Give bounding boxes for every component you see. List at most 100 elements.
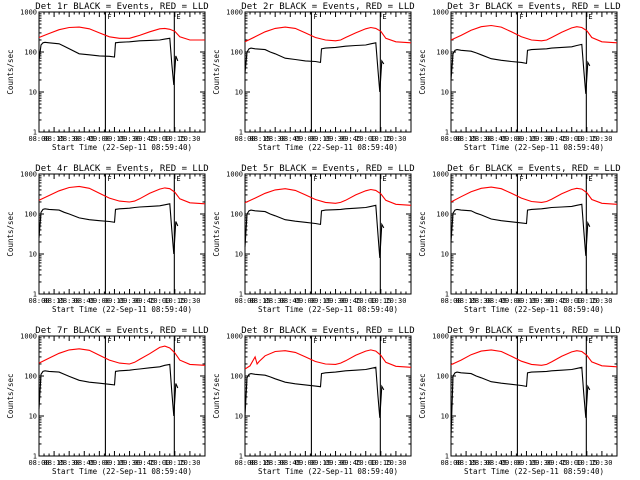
- x-tick-label: 08:45: [74, 135, 95, 143]
- y-axis-label: Counts/sec: [212, 49, 221, 94]
- x-tick-label: 08:45: [486, 459, 507, 467]
- x-tick-label: 08:30: [265, 459, 286, 467]
- x-axis-label: Start Time (22-Sep-11 08:59:40): [52, 305, 192, 314]
- plot-frame: [38, 335, 206, 457]
- panel-title: Det 9r BLACK = Events, RED = LLD: [447, 326, 620, 336]
- x-tick-label: 08:15: [250, 297, 271, 305]
- y-tick-label: 100: [24, 211, 37, 219]
- panel-title: Det 2r BLACK = Events, RED = LLD: [241, 2, 414, 12]
- x-tick-label: 10:30: [591, 459, 612, 467]
- x-tick-label: 08:00: [440, 297, 461, 305]
- y-tick-label: 10: [29, 251, 37, 259]
- y-tick-label: 1: [33, 291, 37, 299]
- series-lld-line: [244, 188, 412, 206]
- y-tick-label: 1000: [226, 9, 243, 17]
- y-tick-label: 1000: [20, 9, 37, 17]
- x-tick-label: 09:15: [104, 459, 125, 467]
- x-tick-label: 09:00: [295, 297, 316, 305]
- x-tick-label: 10:15: [164, 297, 185, 305]
- series-events-line: [244, 366, 385, 418]
- y-tick-label: 1000: [432, 333, 449, 341]
- x-tick-label: 09:00: [295, 135, 316, 143]
- series-lld-line: [450, 349, 618, 368]
- series-events-line: [244, 204, 385, 258]
- x-tick-label: 10:30: [591, 297, 612, 305]
- x-tick-label: 08:30: [471, 459, 492, 467]
- y-tick-label: 100: [436, 211, 449, 219]
- x-axis-label: Start Time (22-Sep-11 08:59:40): [464, 305, 604, 314]
- x-tick-label: 10:15: [164, 459, 185, 467]
- x-tick-label: 09:15: [310, 459, 331, 467]
- series-events-line: [38, 203, 179, 255]
- x-tick-label: 09:15: [516, 297, 537, 305]
- panel-det-8: Det 8r BLACK = Events, RED = LLD 1 10 100 10…: [212, 326, 415, 476]
- x-axis-label: Start Time (22-Sep-11 08:59:40): [258, 143, 398, 152]
- x-tick-label: 08:00: [234, 297, 255, 305]
- x-tick-label: 09:45: [340, 297, 361, 305]
- x-tick-label: 08:45: [74, 297, 95, 305]
- marker-label: F: [107, 13, 111, 21]
- x-tick-label: 08:30: [265, 297, 286, 305]
- x-tick-label: 09:45: [340, 135, 361, 143]
- x-tick-label: 09:30: [119, 459, 140, 467]
- marker-label: E: [176, 13, 180, 21]
- y-tick-label: 1: [239, 453, 243, 461]
- y-tick-label: 10: [29, 413, 37, 421]
- x-axis-label: Start Time (22-Sep-11 08:59:40): [464, 143, 604, 152]
- x-tick-label: 10:30: [179, 297, 200, 305]
- plot-frame: [38, 173, 206, 295]
- panel-det-2: Det 2r BLACK = Events, RED = LLD 1 10 100 10…: [212, 2, 415, 152]
- x-tick-label: 10:30: [179, 135, 200, 143]
- x-tick-label: 09:30: [325, 459, 346, 467]
- y-tick-label: 1: [239, 291, 243, 299]
- y-tick-label: 10: [441, 413, 449, 421]
- panel-title: Det 1r BLACK = Events, RED = LLD: [35, 2, 208, 12]
- y-tick-label: 100: [230, 49, 243, 57]
- marker-label: F: [107, 337, 111, 345]
- x-tick-label: 08:45: [74, 459, 95, 467]
- marker-label: F: [313, 337, 317, 345]
- x-tick-label: 10:00: [561, 135, 582, 143]
- x-tick-label: 08:45: [486, 135, 507, 143]
- x-axis-label: Start Time (22-Sep-11 08:59:40): [258, 305, 398, 314]
- y-axis-label: Counts/sec: [6, 373, 15, 418]
- panel-title: Det 8r BLACK = Events, RED = LLD: [241, 326, 414, 336]
- x-tick-label: 09:00: [89, 459, 110, 467]
- marker-label: E: [176, 175, 180, 183]
- y-tick-label: 1: [445, 129, 449, 137]
- x-tick-label: 08:30: [471, 297, 492, 305]
- y-tick-label: 10: [235, 413, 243, 421]
- x-tick-label: 08:00: [440, 459, 461, 467]
- y-tick-label: 1: [33, 129, 37, 137]
- x-tick-label: 09:45: [546, 135, 567, 143]
- x-tick-label: 10:00: [149, 459, 170, 467]
- y-tick-label: 10: [235, 251, 243, 259]
- x-tick-label: 08:15: [44, 135, 65, 143]
- y-tick-label: 100: [24, 373, 37, 381]
- x-tick-label: 08:30: [471, 135, 492, 143]
- series-lld-line: [244, 349, 412, 370]
- series-lld-line: [38, 345, 206, 366]
- marker-label: E: [176, 337, 180, 345]
- x-tick-label: 08:15: [456, 135, 477, 143]
- x-tick-label: 08:45: [280, 135, 301, 143]
- x-tick-label: 10:15: [576, 297, 597, 305]
- x-tick-label: 09:30: [325, 135, 346, 143]
- x-tick-label: 09:15: [516, 459, 537, 467]
- x-tick-label: 08:15: [44, 459, 65, 467]
- plot-frame: [244, 173, 412, 295]
- x-tick-label: 10:15: [164, 135, 185, 143]
- x-tick-label: 10:00: [149, 297, 170, 305]
- series-lld-line: [450, 24, 618, 44]
- y-tick-label: 1000: [432, 171, 449, 179]
- y-tick-label: 100: [436, 373, 449, 381]
- x-tick-label: 09:15: [310, 297, 331, 305]
- panel-det-5: Det 5r BLACK = Events, RED = LLD 1 10 100 10…: [212, 164, 415, 314]
- panel-title: Det 4r BLACK = Events, RED = LLD: [35, 164, 208, 174]
- y-tick-label: 10: [29, 89, 37, 97]
- x-tick-label: 09:00: [89, 135, 110, 143]
- x-tick-label: 08:30: [265, 135, 286, 143]
- series-lld-line: [38, 26, 205, 41]
- x-tick-label: 10:15: [370, 297, 391, 305]
- x-tick-label: 09:45: [546, 297, 567, 305]
